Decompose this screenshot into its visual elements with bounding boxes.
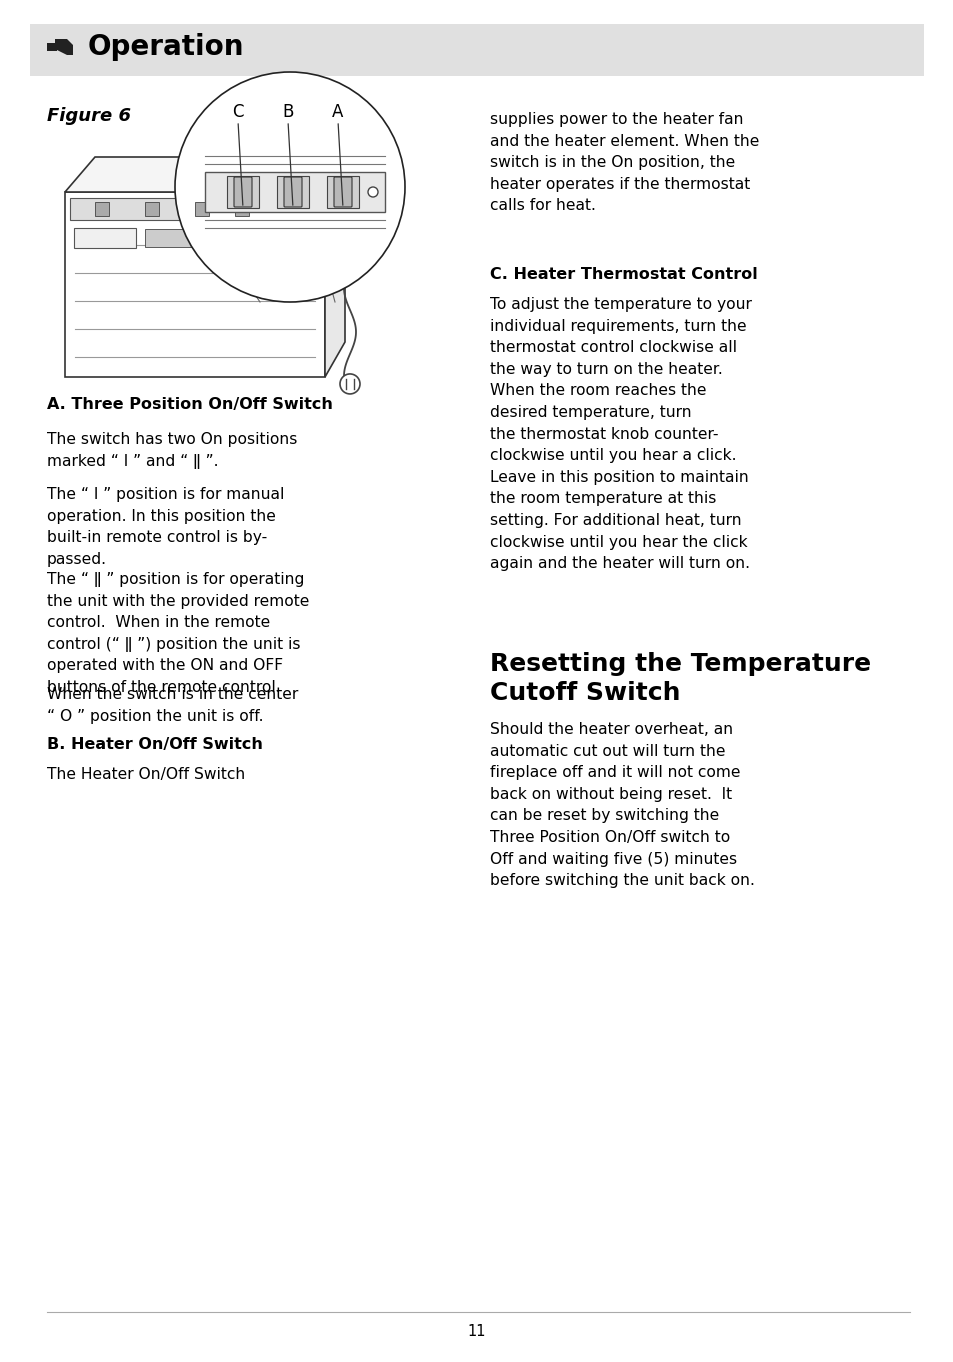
Text: 11: 11 bbox=[467, 1324, 486, 1339]
FancyBboxPatch shape bbox=[30, 25, 923, 76]
FancyBboxPatch shape bbox=[65, 192, 325, 377]
FancyBboxPatch shape bbox=[233, 177, 252, 207]
Text: The “ ǁ ” position is for operating
the unit with the provided remote
control.  : The “ ǁ ” position is for operating the … bbox=[47, 572, 309, 695]
Circle shape bbox=[174, 72, 405, 302]
Circle shape bbox=[368, 187, 377, 197]
Text: The Heater On/Off Switch: The Heater On/Off Switch bbox=[47, 767, 245, 782]
FancyBboxPatch shape bbox=[74, 227, 136, 248]
Text: To adjust the temperature to your
individual requirements, turn the
thermostat c: To adjust the temperature to your indivi… bbox=[490, 297, 751, 571]
Text: supplies power to the heater fan
and the heater element. When the
switch is in t: supplies power to the heater fan and the… bbox=[490, 112, 759, 214]
Polygon shape bbox=[325, 157, 345, 377]
FancyBboxPatch shape bbox=[276, 176, 309, 208]
FancyBboxPatch shape bbox=[205, 172, 385, 212]
FancyBboxPatch shape bbox=[145, 202, 159, 217]
Text: Should the heater overheat, an
automatic cut out will turn the
fireplace off and: Should the heater overheat, an automatic… bbox=[490, 722, 754, 888]
FancyBboxPatch shape bbox=[227, 176, 258, 208]
Polygon shape bbox=[55, 39, 73, 54]
FancyBboxPatch shape bbox=[194, 202, 209, 217]
Text: Operation: Operation bbox=[88, 33, 244, 61]
FancyBboxPatch shape bbox=[70, 197, 319, 221]
Circle shape bbox=[339, 375, 359, 394]
Text: C. Heater Thermostat Control: C. Heater Thermostat Control bbox=[490, 267, 757, 282]
FancyBboxPatch shape bbox=[47, 44, 57, 50]
FancyBboxPatch shape bbox=[284, 177, 302, 207]
Text: Resetting the Temperature
Cutoff Switch: Resetting the Temperature Cutoff Switch bbox=[490, 652, 870, 704]
Text: A: A bbox=[332, 104, 343, 121]
FancyBboxPatch shape bbox=[145, 229, 245, 247]
Text: C: C bbox=[232, 104, 244, 121]
FancyBboxPatch shape bbox=[95, 202, 109, 217]
Text: A. Three Position On/Off Switch: A. Three Position On/Off Switch bbox=[47, 396, 333, 411]
FancyBboxPatch shape bbox=[334, 177, 352, 207]
Text: B. Heater On/Off Switch: B. Heater On/Off Switch bbox=[47, 737, 263, 752]
Text: B: B bbox=[282, 104, 294, 121]
FancyBboxPatch shape bbox=[327, 176, 358, 208]
Text: When the switch is in the center
“ O ” position the unit is off.: When the switch is in the center “ O ” p… bbox=[47, 686, 298, 723]
Text: Figure 6: Figure 6 bbox=[47, 108, 131, 125]
Text: The switch has two On positions
marked “ I ” and “ ǁ ”.: The switch has two On positions marked “… bbox=[47, 432, 297, 469]
Text: The “ I ” position is for manual
operation. In this position the
built-in remote: The “ I ” position is for manual operati… bbox=[47, 488, 284, 567]
Polygon shape bbox=[65, 157, 345, 192]
FancyBboxPatch shape bbox=[234, 202, 249, 217]
